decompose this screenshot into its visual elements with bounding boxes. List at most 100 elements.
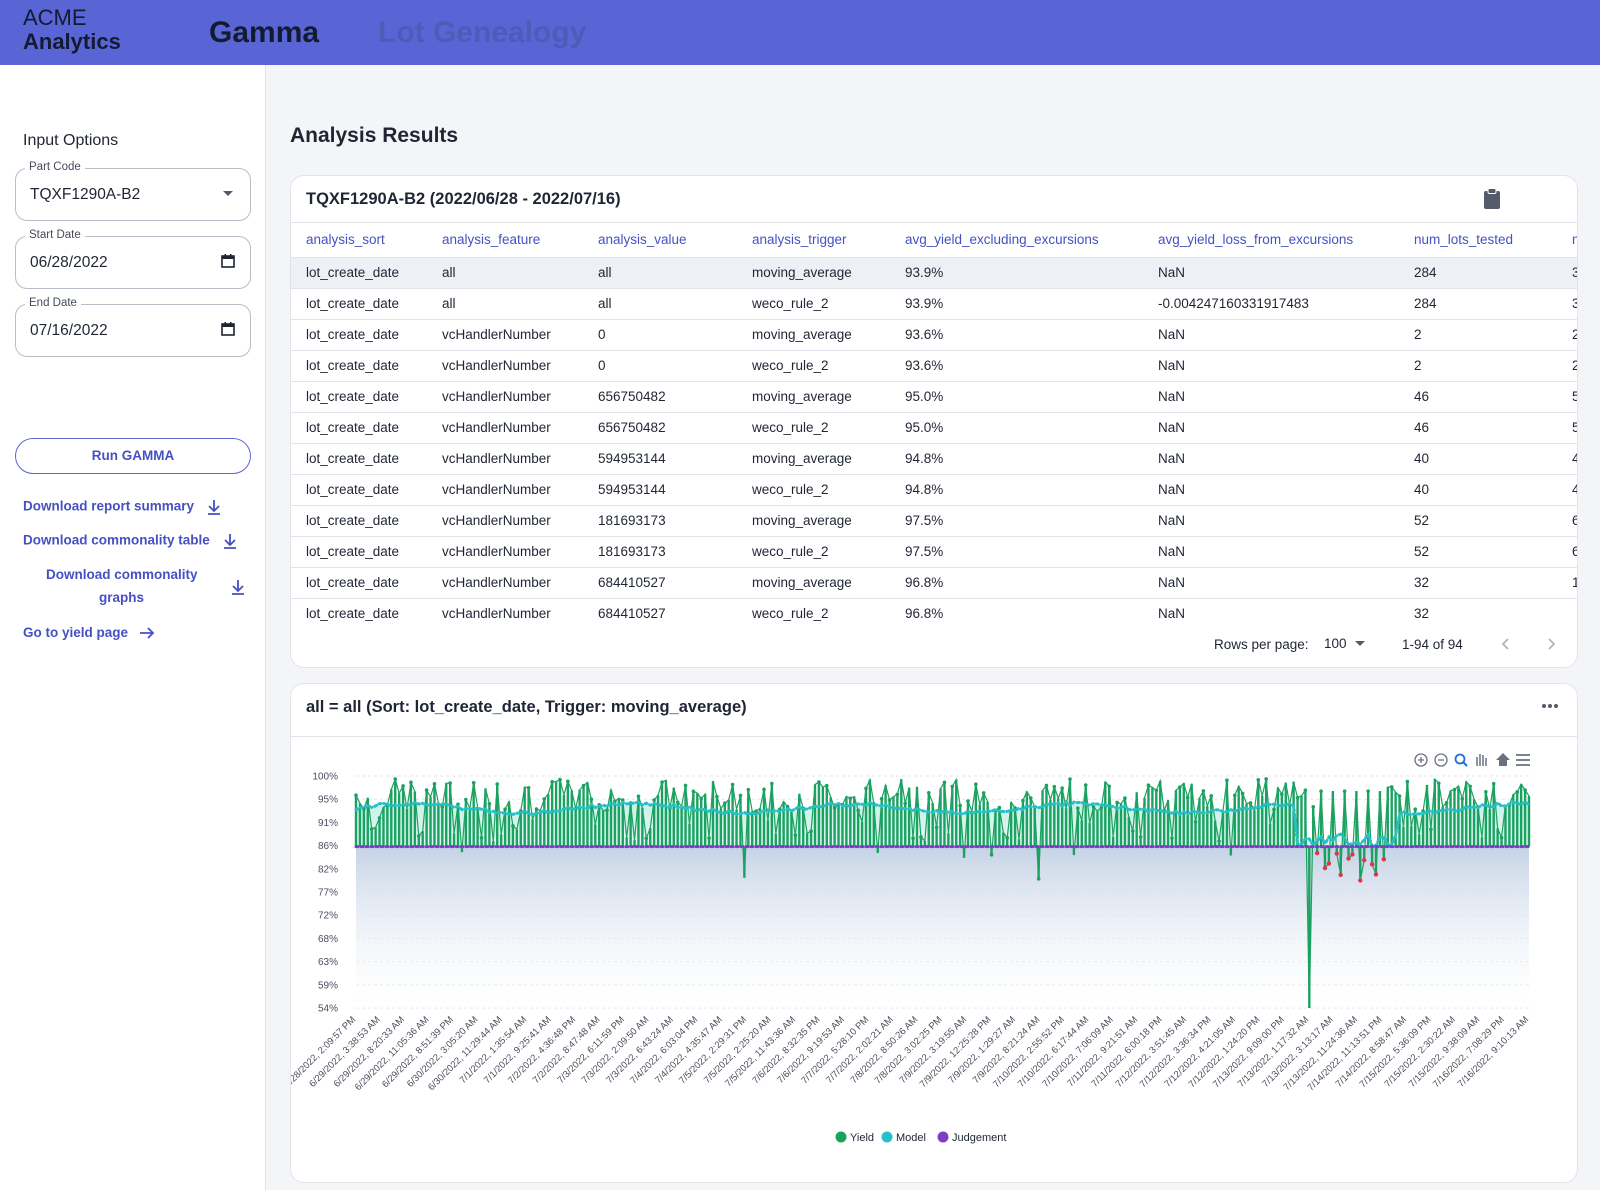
download-report-summary-link[interactable]: Download report summary	[23, 498, 222, 516]
table-cell: lot_create_date	[291, 505, 427, 537]
table-row[interactable]: lot_create_date vcHandlerNumber 181693173 w…	[291, 536, 1577, 568]
nav-tab-gamma[interactable]: Gamma	[209, 16, 320, 49]
y-tick-label: 72%	[318, 911, 338, 922]
yield-point	[1052, 784, 1057, 789]
table-cell: all	[583, 288, 737, 320]
table-row[interactable]: lot_create_date vcHandlerNumber 684410527 m…	[291, 567, 1577, 599]
more-options-icon[interactable]	[1541, 702, 1559, 710]
part-code-select[interactable]: Part Code TQXF1290A-B2	[15, 161, 251, 221]
yield-point	[746, 787, 751, 792]
yield-point	[1444, 800, 1449, 805]
table-cell: 2	[1557, 350, 1577, 382]
table-cell: 93.9%	[890, 288, 1143, 320]
yield-point	[448, 781, 452, 785]
judgement-area	[356, 846, 1529, 1008]
table-row[interactable]: lot_create_date vcHandlerNumber 0 weco_rule…	[291, 350, 1577, 382]
table-cell: vcHandlerNumber	[427, 412, 583, 444]
rows-per-page-select[interactable]: 100	[1324, 636, 1366, 651]
sidebar: Input Options Part Code TQXF1290A-B2 Sta…	[0, 65, 266, 1190]
yield-point	[675, 800, 680, 805]
column-header[interactable]: avg_yield_loss_from_excursions	[1143, 223, 1399, 258]
yield-point	[864, 786, 868, 791]
table-cell: 656750482	[583, 381, 737, 413]
yield-point	[424, 788, 429, 792]
yield-point	[887, 798, 892, 802]
yield-point	[1217, 839, 1221, 843]
yield-point	[409, 780, 413, 785]
calendar-icon[interactable]	[220, 321, 236, 337]
column-header[interactable]: analysis_feature	[427, 223, 583, 258]
table-row[interactable]: lot_create_date vcHandlerNumber 181693173 m…	[291, 505, 1577, 537]
yield-point	[989, 853, 994, 857]
yield-point	[479, 835, 484, 840]
column-header[interactable]: analysis_value	[583, 223, 737, 258]
column-header[interactable]: num_lots_tested	[1399, 223, 1557, 258]
yield-point	[495, 782, 500, 786]
yield-point	[691, 789, 696, 794]
table-row[interactable]: lot_create_date vcHandlerNumber 684410527 w…	[291, 598, 1577, 621]
run-gamma-button[interactable]: Run GAMMA	[15, 438, 251, 474]
magnify-icon[interactable]	[1454, 753, 1468, 767]
arrow-right-icon	[139, 627, 155, 640]
table-cell: NaN	[1143, 257, 1399, 289]
chevron-down-icon[interactable]	[220, 185, 236, 201]
yield-point	[1311, 804, 1316, 809]
column-header[interactable]: n	[1557, 223, 1577, 258]
y-tick-label: 82%	[318, 864, 338, 875]
yield-point	[503, 807, 507, 812]
table-row[interactable]: lot_create_date all all moving_average 93.9%…	[291, 257, 1577, 289]
yield-point	[1068, 777, 1072, 781]
download-icon	[207, 500, 220, 515]
brand-logo[interactable]: ACME Analytics	[23, 6, 121, 54]
yield-point	[683, 783, 688, 788]
table-row[interactable]: lot_create_date vcHandlerNumber 656750482 m…	[291, 381, 1577, 413]
pan-icon[interactable]	[1476, 754, 1487, 766]
yield-point	[785, 804, 790, 809]
table-row[interactable]: lot_create_date all all weco_rule_2 93.9% -0.…	[291, 288, 1577, 320]
download-commonality-table-link[interactable]: Download commonality table	[23, 532, 238, 550]
yield-chart[interactable]: 100%95%91%86%82%77%72%68%63%59%54%6/28/2…	[291, 744, 1578, 1183]
column-header[interactable]: avg_yield_excluding_excursions	[890, 223, 1143, 258]
table-cell: 181693173	[583, 505, 737, 537]
download-icon	[232, 580, 244, 595]
next-page-icon[interactable]	[1541, 634, 1561, 654]
zoom-out-icon[interactable]	[1434, 753, 1448, 767]
prev-page-icon[interactable]	[1496, 634, 1516, 654]
yield-point	[1185, 795, 1190, 800]
table-cell: 93.6%	[890, 319, 1143, 351]
table-row[interactable]: lot_create_date vcHandlerNumber 656750482 w…	[291, 412, 1577, 444]
yield-point	[997, 805, 1002, 810]
results-table-container[interactable]: analysis_sort analysis_feature analysis_va…	[291, 223, 1577, 621]
table-cell: lot_create_date	[291, 567, 427, 599]
calendar-icon[interactable]	[220, 253, 236, 269]
yield-point	[699, 796, 704, 801]
start-date-field[interactable]: Start Date 06/28/2022	[15, 229, 251, 289]
table-cell: vcHandlerNumber	[427, 319, 583, 351]
zoom-in-icon[interactable]	[1414, 753, 1428, 767]
rows-per-page-value: 100	[1324, 636, 1347, 651]
table-cell: lot_create_date	[291, 536, 427, 568]
clipboard-icon[interactable]	[1483, 188, 1501, 210]
menu-icon[interactable]	[1516, 754, 1530, 766]
go-to-yield-page-link[interactable]: Go to yield page	[23, 625, 156, 641]
end-date-field[interactable]: End Date 07/16/2022	[15, 297, 251, 357]
column-header[interactable]: analysis_sort	[291, 223, 427, 258]
excursion-point	[1346, 856, 1351, 861]
home-icon[interactable]	[1496, 753, 1510, 766]
column-header[interactable]: analysis_trigger	[737, 223, 890, 258]
table-cell: moving_average	[737, 381, 890, 413]
table-row[interactable]: lot_create_date vcHandlerNumber 594953144 w…	[291, 474, 1577, 506]
nav-tab-lot-genealogy[interactable]: Lot Genealogy	[378, 16, 587, 49]
yield-point	[722, 801, 727, 805]
download-commonality-graphs-link[interactable]: Download commonality graphs	[46, 567, 256, 613]
excursion-point	[1322, 865, 1328, 871]
yield-point	[416, 834, 421, 838]
legend-marker	[937, 1131, 949, 1143]
table-row[interactable]: lot_create_date vcHandlerNumber 594953144 m…	[291, 443, 1577, 475]
table-cell: weco_rule_2	[737, 288, 890, 320]
table-cell: 95.0%	[890, 381, 1143, 413]
yield-point	[1076, 806, 1080, 810]
yield-point	[1436, 781, 1441, 786]
table-header-row: analysis_sort analysis_feature analysis_va…	[291, 223, 1577, 258]
table-row[interactable]: lot_create_date vcHandlerNumber 0 moving_av…	[291, 319, 1577, 351]
